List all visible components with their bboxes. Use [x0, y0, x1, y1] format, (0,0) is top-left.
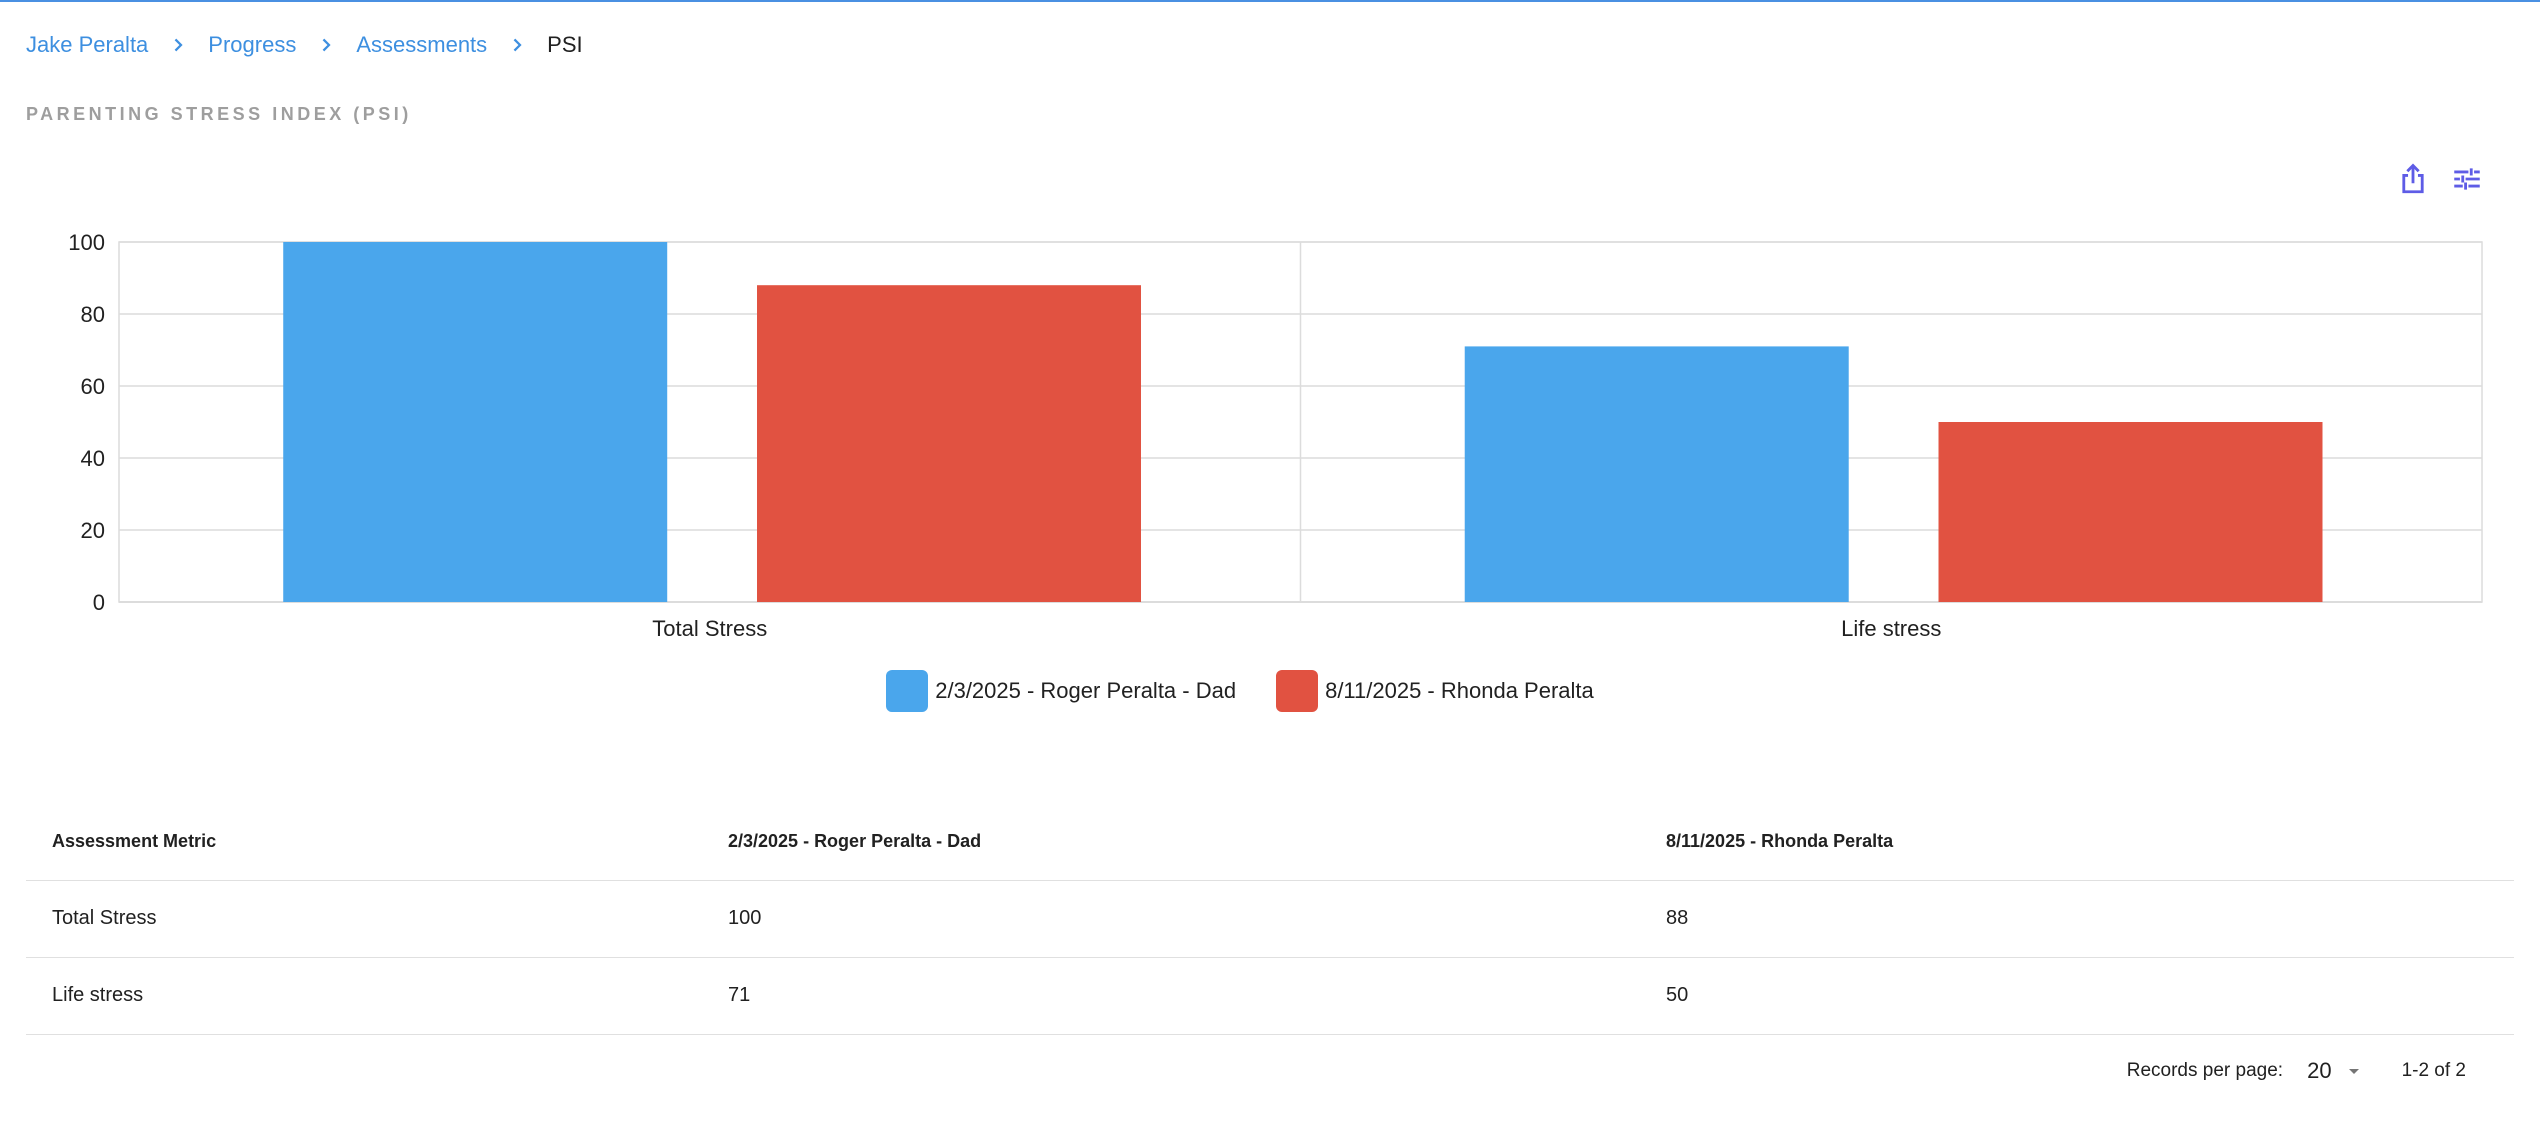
table-row: Total Stress 100 88	[26, 880, 2514, 958]
top-accent-line	[0, 0, 2540, 2]
x-category-label: Life stress	[1841, 616, 1941, 641]
table-cell: 71	[702, 957, 1640, 1035]
records-per-page-label: Records per page:	[2126, 1060, 2284, 1081]
legend-swatch	[1276, 670, 1319, 712]
table-cell: 88	[1640, 880, 2514, 958]
chart-legend: 2/3/2025 - Roger Peralta - Dad 8/11/2025…	[0, 670, 2480, 712]
chevron-right-icon	[148, 36, 208, 54]
legend-swatch	[886, 670, 929, 712]
x-category-label: Total Stress	[652, 616, 767, 641]
breadcrumb-current: PSI	[547, 32, 583, 57]
chart-settings-button[interactable]	[2446, 158, 2488, 200]
y-tick-label: 100	[68, 230, 105, 255]
y-tick-label: 0	[93, 590, 105, 615]
y-tick-label: 20	[81, 518, 105, 543]
y-tick-label: 80	[81, 302, 105, 327]
legend-label: 8/11/2025 - Rhonda Peralta	[1325, 678, 1594, 703]
breadcrumb-link-progress[interactable]: Progress	[208, 32, 297, 57]
table-cell: Life stress	[26, 957, 702, 1035]
breadcrumb: Jake Peralta Progress Assessments PSI	[26, 30, 583, 60]
table-row: Life stress 71 50	[26, 957, 2514, 1035]
page-title: PARENTING STRESS INDEX (PSI)	[26, 104, 412, 124]
bar-1-life-stress	[1464, 346, 1849, 602]
page-range: 1-2 of 2	[2401, 1060, 2466, 1081]
caret-down-icon	[2348, 1069, 2359, 1074]
assessment-table: Assessment Metric 2/3/2025 - Roger Peral…	[26, 804, 2514, 1035]
column-header[interactable]: 8/11/2025 - Rhonda Peralta	[1640, 804, 2514, 881]
table-cell: Total Stress	[26, 880, 702, 958]
chevron-right-icon	[487, 36, 547, 54]
tune-icon	[2454, 168, 2480, 190]
breadcrumb-link-client[interactable]: Jake Peralta	[26, 32, 149, 57]
chart-bars	[283, 242, 2323, 602]
chevron-right-icon	[296, 36, 356, 54]
table-header-row: Assessment Metric 2/3/2025 - Roger Peral…	[26, 804, 2514, 881]
bar-2-total-stress	[757, 285, 1141, 602]
pagination: Records per page: 20 1-2 of 2	[2127, 1058, 2466, 1084]
legend-label: 2/3/2025 - Roger Peralta - Dad	[935, 678, 1237, 703]
records-per-page-select[interactable]: 20	[2307, 1058, 2365, 1084]
bar-2-life-stress	[1938, 422, 2323, 602]
legend-item-series-2[interactable]: 8/11/2025 - Rhonda Peralta	[1276, 670, 1594, 712]
share-icon	[2402, 163, 2424, 194]
bar-1-total-stress	[283, 242, 668, 602]
bar-chart: 0 20 40 60 80 100 Total Stress Life stress	[68, 230, 2483, 641]
chart-labels: 0 20 40 60 80 100 Total Stress Life stress	[68, 230, 1941, 641]
y-tick-label: 60	[81, 374, 105, 399]
column-header[interactable]: 2/3/2025 - Roger Peralta - Dad	[702, 804, 1640, 881]
table-cell: 50	[1640, 957, 2514, 1035]
y-tick-label: 40	[81, 446, 105, 471]
export-button[interactable]	[2392, 158, 2434, 200]
legend-item-series-1[interactable]: 2/3/2025 - Roger Peralta - Dad	[886, 670, 1236, 712]
table-cell: 100	[702, 880, 1640, 958]
column-header[interactable]: Assessment Metric	[26, 804, 702, 881]
breadcrumb-link-assessments[interactable]: Assessments	[356, 32, 488, 57]
records-per-page-value: 20	[2307, 1058, 2332, 1083]
